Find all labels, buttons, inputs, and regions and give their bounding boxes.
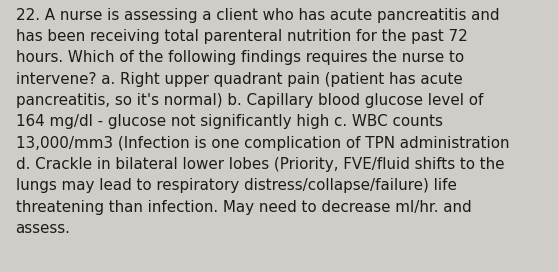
Text: 22. A nurse is assessing a client who has acute pancreatitis and
has been receiv: 22. A nurse is assessing a client who ha… — [16, 8, 509, 236]
